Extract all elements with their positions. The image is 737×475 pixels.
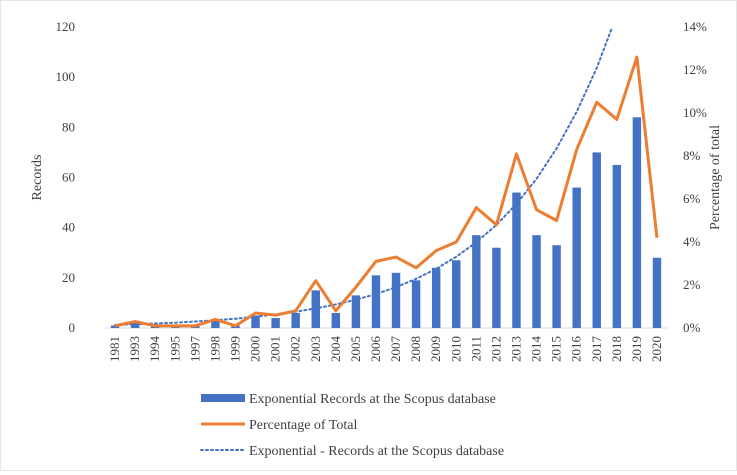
x-tick-label: 2004 [328, 336, 343, 363]
y-tick-label-right: 2% [683, 277, 701, 292]
x-tick-label: 2010 [448, 336, 463, 362]
bar [251, 315, 260, 328]
y-tick-label-left: 40 [62, 220, 75, 235]
bar [271, 317, 280, 328]
x-tick-label: 2015 [549, 336, 564, 362]
x-tick-label: 2014 [529, 336, 544, 363]
x-tick-label: 1981 [107, 336, 122, 362]
y-tick-label-right: 14% [683, 19, 707, 34]
x-tick-label: 2008 [408, 336, 423, 362]
x-tick-label: 2013 [508, 336, 523, 362]
bar [452, 260, 461, 328]
percentage-line-path [114, 55, 659, 328]
x-tick-label: 1997 [187, 336, 202, 363]
x-tick-label: 2009 [428, 336, 443, 362]
bar [592, 152, 601, 328]
legend-swatch-bars [201, 394, 245, 402]
x-tick-label: 2005 [348, 336, 363, 362]
bar [331, 312, 341, 328]
y-tick-label-right: 12% [683, 62, 707, 77]
x-tick-label: 1993 [127, 336, 142, 362]
y-tick-label-right: 0% [683, 320, 701, 335]
x-tick-label: 2006 [368, 336, 383, 363]
line-series [114, 55, 659, 328]
legend: Exponential Records at the Scopus databa… [200, 392, 504, 459]
bar [291, 312, 300, 328]
bar [552, 245, 561, 328]
bar [612, 164, 622, 328]
trendline-path [114, 26, 614, 326]
bar [411, 280, 421, 328]
x-tick-label: 2017 [589, 336, 604, 363]
x-tick-label: 2019 [629, 336, 644, 362]
trendline-series [114, 26, 614, 326]
x-tick-label: 2002 [288, 336, 303, 362]
y-tick-label-left: 20 [62, 270, 75, 285]
y-axis-title-right: Percentage of total [708, 125, 723, 230]
y-tick-label-left: 100 [56, 69, 76, 84]
x-tick-label: 2007 [388, 336, 403, 363]
bar [532, 235, 541, 328]
y-tick-label-left: 60 [62, 170, 75, 185]
legend-label-line: Percentage of Total [249, 418, 357, 433]
bars-series [110, 117, 662, 328]
x-tick-label: 2018 [609, 336, 624, 362]
bar [632, 117, 642, 328]
x-tick-label: 1994 [147, 336, 162, 363]
bar [431, 267, 441, 328]
y-tick-label-right: 4% [683, 234, 701, 249]
y-tick-label-right: 8% [683, 148, 701, 163]
legend-label-trend: Exponential - Records at the Scopus data… [249, 444, 504, 459]
bar [572, 187, 581, 328]
y-tick-label-left: 80 [62, 119, 75, 134]
bar [211, 320, 220, 328]
x-tick-label: 2011 [468, 336, 483, 362]
y-tick-label-left: 0 [69, 320, 76, 335]
x-tick-label: 2001 [268, 336, 283, 362]
bar [110, 325, 120, 328]
y-tick-label-left: 120 [56, 19, 76, 34]
y-tick-label-right: 6% [683, 191, 701, 206]
bar [652, 257, 662, 328]
legend-label-bars: Exponential Records at the Scopus databa… [249, 392, 496, 407]
bar [472, 235, 481, 328]
x-tick-label: 2000 [248, 336, 263, 362]
y-tick-label-right: 10% [683, 105, 707, 120]
y-axis-title-left: Records [30, 155, 45, 201]
x-tick-label: 2020 [649, 336, 664, 362]
x-tick-label: 1995 [167, 336, 182, 362]
bar [130, 322, 140, 328]
bar [351, 295, 361, 328]
x-tick-label: 2012 [488, 336, 503, 362]
x-tick-label: 2003 [308, 336, 323, 362]
x-tick-label: 1999 [227, 336, 242, 362]
bar [492, 247, 501, 328]
x-tick-label: 1998 [207, 336, 222, 362]
bar [371, 275, 381, 328]
bar [512, 192, 521, 328]
x-tick-label: 2016 [569, 336, 584, 363]
bar [391, 272, 401, 328]
tick-labels: 0 20 40 60 80 100 120 0% 2% 4% 6% 8% 10% 12% 14% 1981 19… [56, 19, 708, 362]
